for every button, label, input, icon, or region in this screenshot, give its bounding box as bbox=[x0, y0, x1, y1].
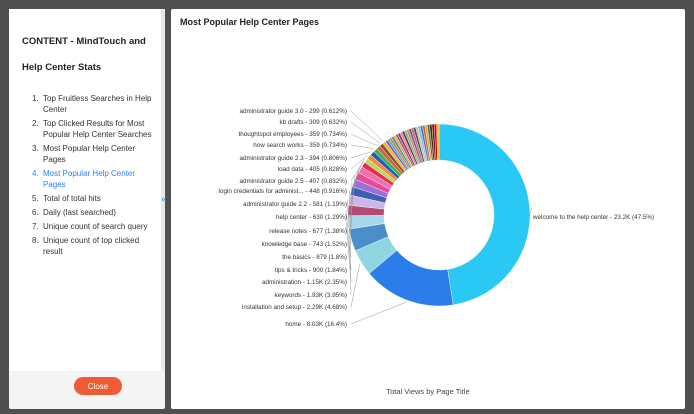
toc-item-8[interactable]: 8. Unique count of top clicked result bbox=[32, 236, 140, 256]
donut-chart: welcome to the help center - 23.2K (47.5… bbox=[219, 108, 655, 328]
slice-label: administration - 1.15K (2.35%) bbox=[262, 279, 347, 286]
slice-label: thoughtspot employees - 359 (0.734%) bbox=[238, 131, 347, 138]
slice-leader-line bbox=[350, 133, 378, 146]
toc-item-label: Most Popular Help Center Pages bbox=[43, 144, 136, 164]
slice-label: release notes - 677 (1.38%) bbox=[269, 228, 347, 235]
slice-leader-line bbox=[350, 159, 365, 182]
slice-label: keywords - 1.93K (3.95%) bbox=[275, 292, 347, 299]
slice-leader-line bbox=[347, 199, 352, 258]
slice-leader-line bbox=[350, 263, 360, 308]
toc-item-label: Top Clicked Results for Most Popular Hel… bbox=[43, 119, 152, 139]
toc-item-4[interactable]: 4. Most Popular Help Center Pages bbox=[32, 169, 136, 189]
slice-label: administrator guide 2.2 - 581 (1.19%) bbox=[243, 201, 347, 208]
close-button[interactable]: Close bbox=[74, 377, 122, 395]
toc-item-2[interactable]: 2. Top Clicked Results for Most Popular H… bbox=[32, 119, 152, 139]
slice-label: knowledge base - 743 (1.52%) bbox=[262, 241, 347, 248]
slice-leader-line bbox=[528, 207, 532, 218]
slice-label: help center - 630 (1.29%) bbox=[276, 214, 347, 221]
slice-label: tips & tricks - 900 (1.84%) bbox=[275, 267, 347, 274]
slice-leader-line bbox=[350, 110, 384, 142]
slice-leader-line bbox=[350, 151, 371, 159]
slice-leader-line bbox=[349, 190, 352, 245]
slice-leader-line bbox=[350, 182, 353, 232]
slice-leader-line bbox=[350, 121, 381, 144]
toc-item-3[interactable]: 3. Most Popular Help Center Pages bbox=[32, 144, 136, 164]
donut-slice[interactable] bbox=[438, 123, 531, 306]
toc-item-1[interactable]: 1. Top Fruitless Searches in Help Center bbox=[32, 94, 152, 114]
toc-item-label: Daily (last searched) bbox=[43, 208, 116, 217]
sidebar-scrollbar[interactable] bbox=[161, 9, 165, 371]
toc-item-label: Unique count of top clicked result bbox=[43, 236, 140, 256]
slice-label: login credentials for administ... - 448 … bbox=[219, 188, 347, 195]
toc-item-5[interactable]: 5. Total of total hits bbox=[32, 194, 101, 203]
slice-leader-line bbox=[350, 155, 368, 170]
table-of-contents: 1. Top Fruitless Searches in Help Center … bbox=[21, 93, 157, 260]
slice-label: load data - 405 (0.828%) bbox=[278, 166, 347, 173]
slice-leader-line bbox=[345, 210, 352, 271]
slice-leader-line bbox=[349, 240, 352, 296]
slice-label: administrator guide 2.3 - 394 (0.806%) bbox=[240, 155, 347, 162]
slice-leader-line bbox=[350, 163, 362, 192]
toc-item-6[interactable]: 6. Daily (last searched) bbox=[32, 208, 116, 217]
collapse-sidebar-icon[interactable]: « bbox=[161, 194, 167, 205]
toc-item-label: Unique count of search query bbox=[43, 222, 148, 231]
slice-label: administrator guide 2.5 - 407 (0.832%) bbox=[240, 178, 347, 185]
toc-item-7[interactable]: 7. Unique count of search query bbox=[32, 222, 148, 231]
slice-leader-line bbox=[346, 222, 352, 283]
slice-label: administrator guide 3.0 - 299 (0.612%) bbox=[240, 108, 347, 115]
slice-label: how search works - 359 (0.734%) bbox=[253, 142, 347, 149]
sidebar-content: CONTENT - MindTouch and Help Center Stat… bbox=[9, 9, 162, 371]
slice-label: kb drafts - 309 (0.632%) bbox=[279, 119, 347, 126]
slice-label: home - 8.03K (16.4%) bbox=[285, 321, 347, 328]
slice-label: the basics - 879 (1.8%) bbox=[282, 254, 347, 261]
slice-label: installation and setup - 2.29K (4.68%) bbox=[242, 304, 347, 311]
chart-panel: Most Popular Help Center Pages welcome t… bbox=[171, 9, 685, 409]
chart-x-title: Total Views by Page Title bbox=[386, 387, 470, 396]
chart-title: Most Popular Help Center Pages bbox=[180, 17, 320, 27]
slice-leader-line bbox=[350, 301, 407, 325]
slice-leader-line bbox=[350, 144, 374, 149]
sidebar-panel: CONTENT - MindTouch and Help Center Stat… bbox=[9, 9, 165, 409]
toc-item-label: Top Fruitless Searches in Help Center bbox=[43, 94, 152, 114]
slice-label: welcome to the help center - 23.2K (47.5… bbox=[532, 214, 654, 221]
sidebar-title: CONTENT - MindTouch and Help Center Stat… bbox=[22, 36, 146, 73]
toc-item-label: Total of total hits bbox=[43, 194, 101, 203]
toc-item-label: Most Popular Help Center Pages bbox=[43, 169, 136, 189]
donut-slice-other[interactable] bbox=[436, 123, 440, 161]
